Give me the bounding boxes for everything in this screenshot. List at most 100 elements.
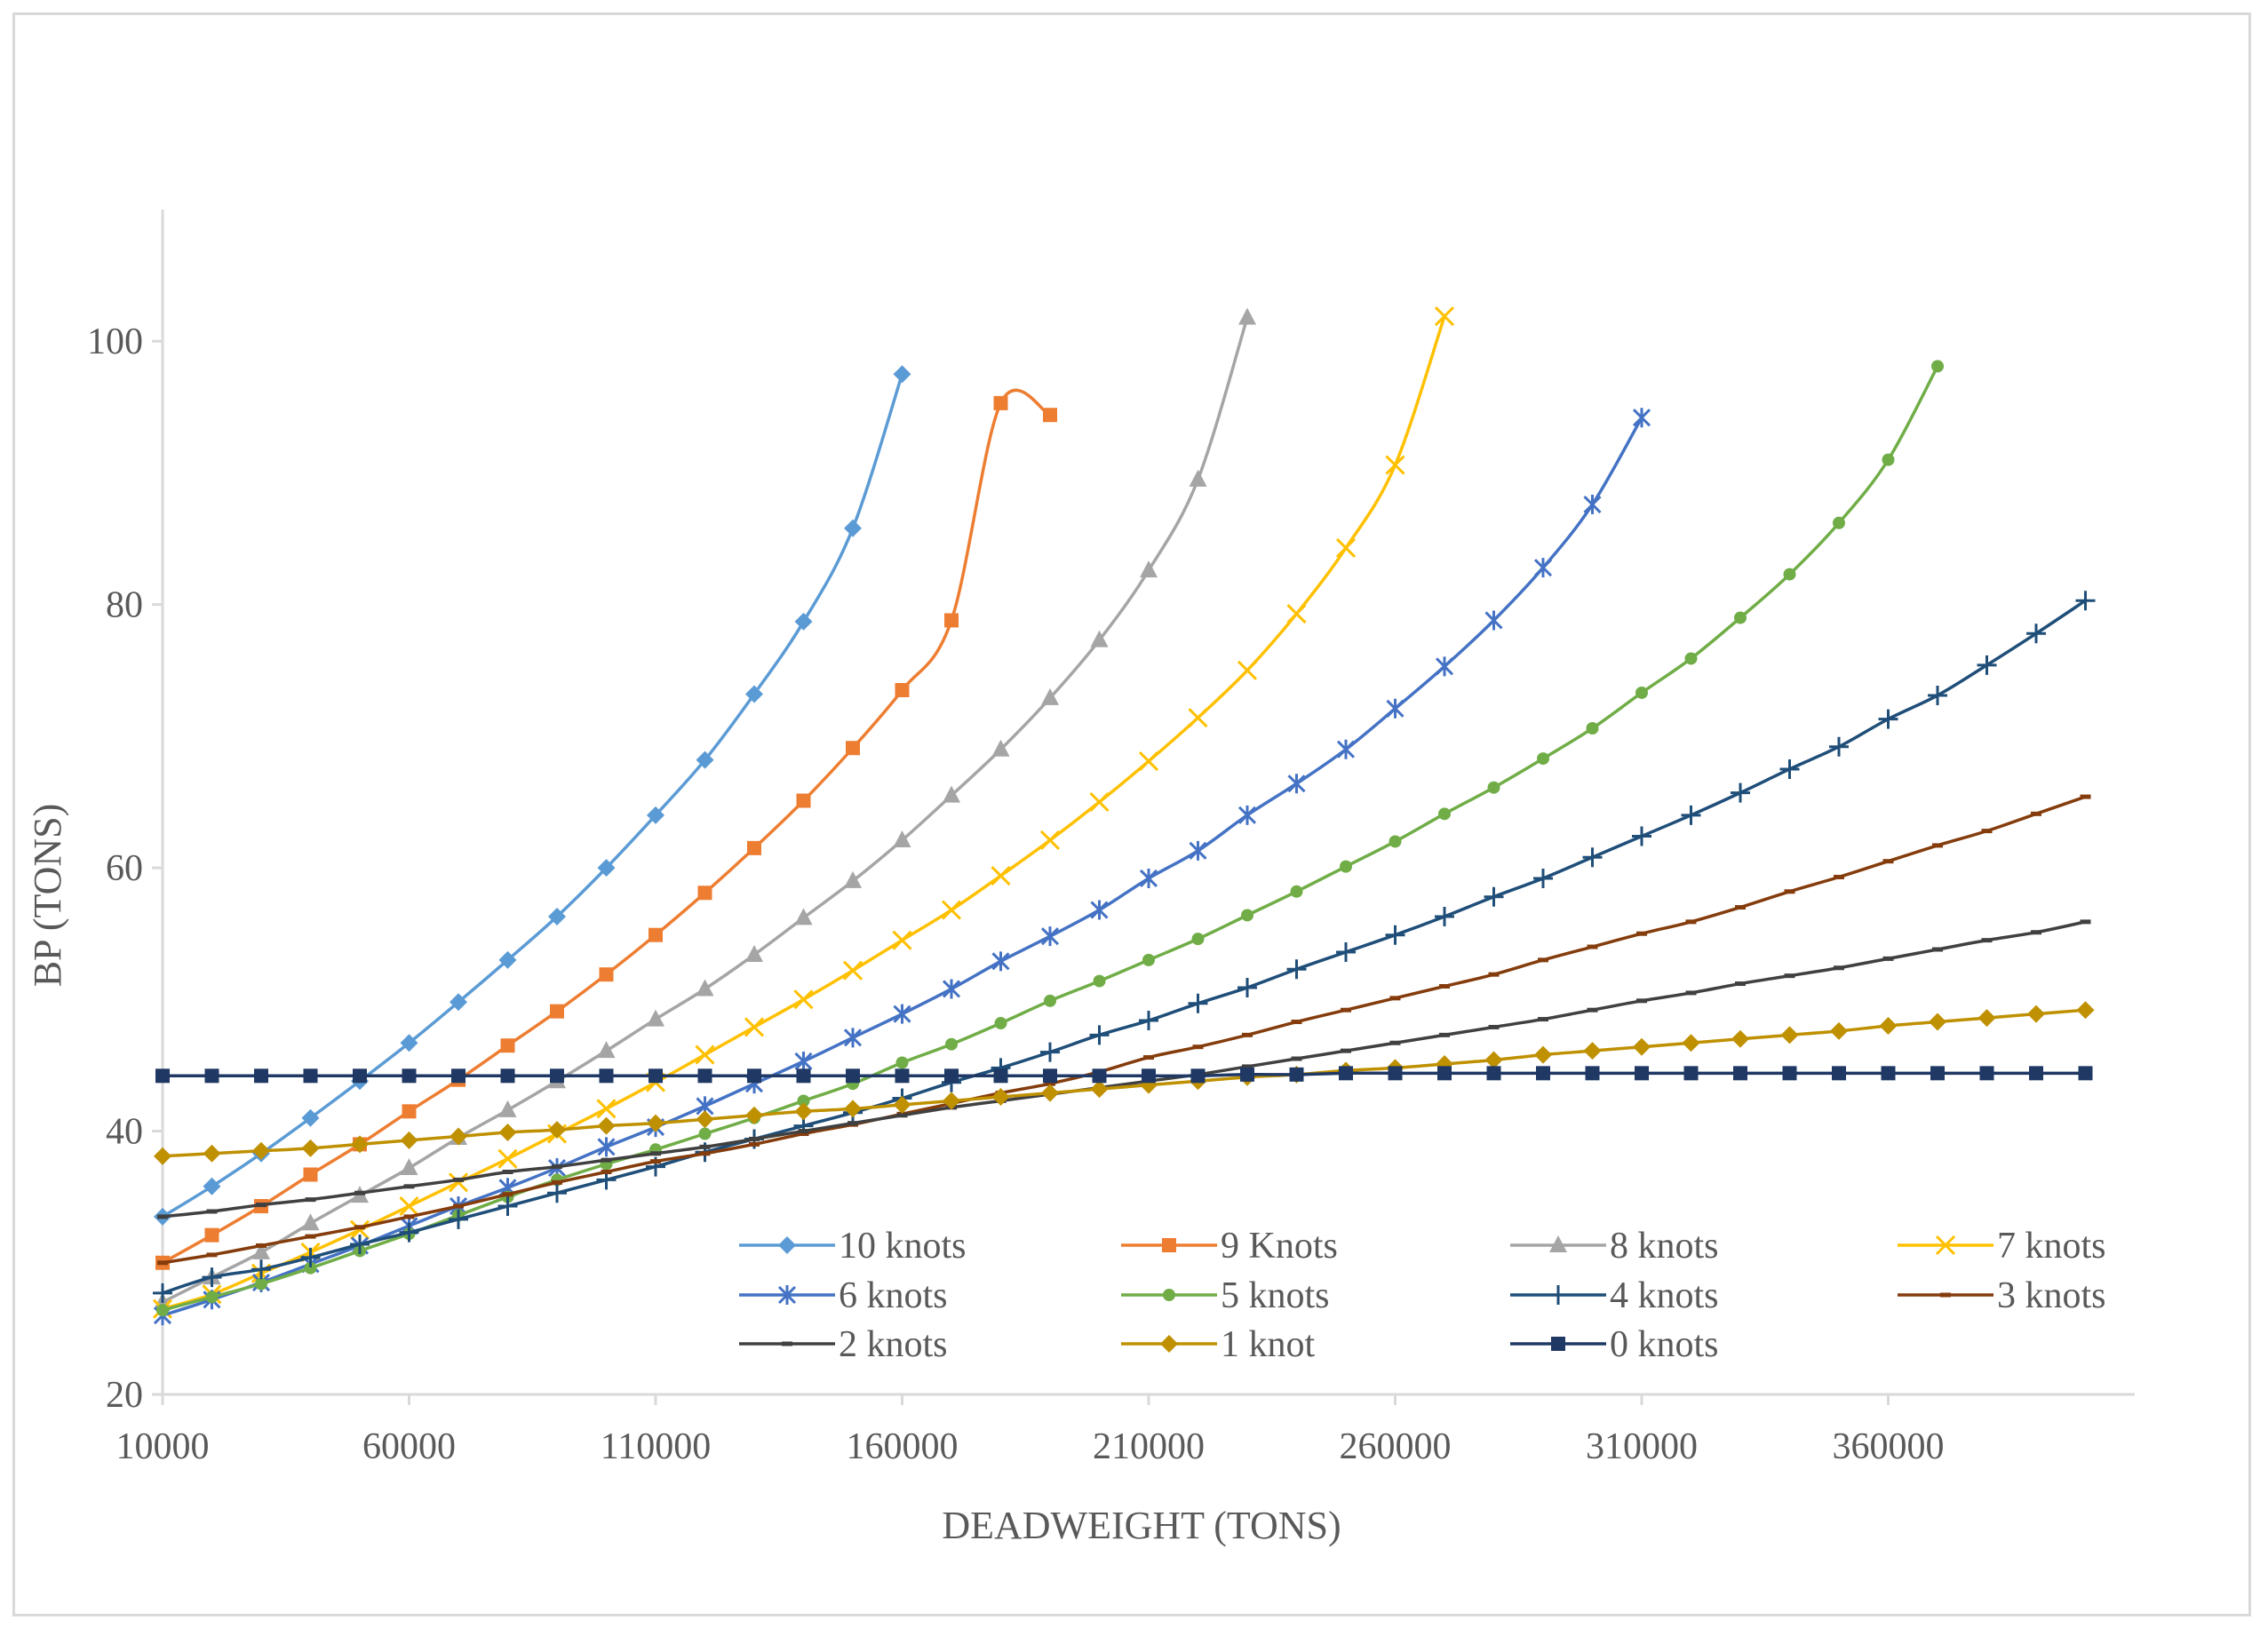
series-5-knots — [156, 360, 1944, 1317]
data-point — [1879, 1016, 1898, 1035]
data-point — [548, 1121, 566, 1140]
data-point — [1385, 455, 1405, 475]
data-point — [747, 1068, 761, 1084]
data-point — [1040, 926, 1060, 947]
legend-item-10-knots: 10 knots — [739, 1226, 967, 1267]
data-point — [991, 951, 1010, 972]
data-point — [649, 927, 663, 942]
data-point — [1484, 610, 1503, 631]
data-point — [941, 900, 962, 920]
data-point — [1633, 1037, 1651, 1056]
y-tick-label: 80 — [106, 585, 143, 626]
data-point — [1484, 886, 1504, 907]
data-point — [301, 1139, 320, 1157]
data-point — [893, 1095, 911, 1114]
data-point — [1635, 1066, 1649, 1081]
data-point — [991, 1088, 1010, 1107]
legend-marker — [1551, 1337, 1565, 1351]
data-point — [1434, 306, 1455, 327]
data-point — [1090, 630, 1109, 647]
data-point — [649, 1068, 663, 1084]
y-tick-label: 100 — [87, 322, 143, 362]
data-point — [1041, 1084, 1059, 1102]
series-line — [162, 1008, 2086, 1158]
x-tick-label: 260000 — [1340, 1426, 1452, 1467]
data-point — [991, 865, 1011, 886]
data-point — [1681, 805, 1701, 825]
data-point — [794, 612, 813, 631]
data-point — [893, 830, 911, 847]
data-point — [1335, 537, 1357, 558]
data-point — [843, 1028, 863, 1048]
data-point — [1829, 736, 1849, 757]
x-tick-label: 360000 — [1833, 1426, 1945, 1467]
data-point — [1290, 885, 1303, 898]
data-point — [1931, 360, 1944, 373]
data-point — [1435, 906, 1454, 926]
data-point — [1583, 1042, 1602, 1060]
data-point — [1040, 1042, 1060, 1062]
data-point — [1388, 1066, 1403, 1081]
data-point — [647, 1114, 664, 1132]
data-point — [747, 840, 761, 855]
data-point — [254, 1068, 268, 1084]
data-point — [1929, 1013, 1946, 1031]
data-point — [1237, 977, 1257, 997]
data-point — [400, 1131, 418, 1149]
data-point — [1237, 805, 1257, 825]
data-point — [349, 1219, 370, 1240]
data-point — [895, 1056, 909, 1069]
x-tick-label: 10000 — [116, 1426, 210, 1467]
data-point — [1188, 993, 1208, 1013]
data-point — [846, 1068, 860, 1084]
data-point — [497, 1148, 518, 1169]
data-point — [893, 365, 911, 384]
legend-label: 6 knots — [839, 1275, 948, 1316]
data-point — [1189, 840, 1207, 861]
data-point — [696, 979, 714, 997]
data-point — [1286, 959, 1307, 980]
legend-item-1-knot: 1 knot — [1121, 1324, 1316, 1365]
data-point — [255, 1277, 267, 1291]
data-point — [1138, 750, 1159, 772]
data-point — [153, 1283, 172, 1303]
legend-marker — [1163, 1289, 1175, 1301]
legend-label: 1 knot — [1221, 1324, 1316, 1365]
data-point — [1978, 1009, 1996, 1028]
data-point — [1534, 1045, 1552, 1064]
data-point — [1092, 1068, 1107, 1084]
data-point — [204, 1227, 219, 1243]
data-point — [1287, 774, 1306, 794]
data-point — [402, 1068, 417, 1084]
data-point — [1090, 900, 1109, 920]
series-0-knots — [155, 1066, 2093, 1084]
data-point — [448, 1172, 469, 1193]
data-point — [945, 1037, 958, 1051]
data-point — [1093, 974, 1106, 988]
data-point — [895, 683, 910, 698]
data-point — [400, 1034, 418, 1052]
data-point — [1240, 1067, 1254, 1082]
data-point — [744, 1017, 765, 1037]
data-point — [350, 1235, 370, 1255]
legend-marker — [1549, 1235, 1567, 1252]
series-line — [162, 417, 1643, 1317]
data-point — [697, 886, 712, 901]
series-9-knots — [155, 388, 1057, 1270]
data-point — [698, 1127, 712, 1140]
data-point — [796, 1068, 811, 1084]
data-point — [842, 960, 863, 981]
data-point — [154, 1147, 171, 1165]
series-line — [162, 599, 2087, 1295]
data-point — [301, 1213, 320, 1231]
data-point — [1039, 830, 1061, 851]
data-point — [1977, 655, 1997, 675]
data-point — [1733, 1066, 1747, 1081]
data-point — [793, 989, 814, 1010]
legend-label: 7 knots — [1997, 1226, 2106, 1267]
y-tick-label: 20 — [106, 1375, 143, 1416]
data-point — [745, 685, 763, 703]
data-point — [1779, 758, 1800, 779]
data-point — [599, 967, 614, 982]
data-point — [1142, 1068, 1156, 1084]
